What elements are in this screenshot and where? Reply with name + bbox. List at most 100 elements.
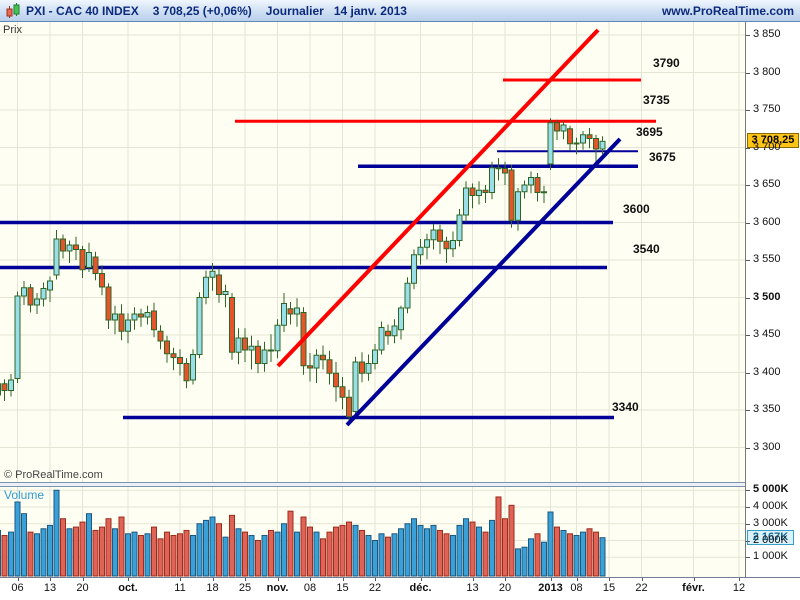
time-tickmark	[420, 578, 422, 581]
svg-text:3675: 3675	[649, 150, 676, 164]
time-tick-label: 2013	[538, 582, 563, 594]
price-pane: 3790 3735 3695 3675 3600 3540 3340 Prix © ProR…	[0, 22, 745, 482]
time-tick-label: 12	[732, 582, 746, 594]
last-volume-badge: 2 167K	[747, 529, 794, 545]
time-tickmark	[641, 578, 643, 581]
price-tickmark	[746, 185, 750, 186]
time-tick-label: 08	[303, 582, 317, 594]
volume-tickmark	[746, 557, 750, 559]
volume-tickmark	[746, 507, 750, 508]
price-tickmark	[746, 72, 750, 74]
time-tick-label: 22	[635, 582, 648, 594]
volume-tick-label: 4 000K	[753, 500, 788, 512]
website-link[interactable]: www.ProRealTime.com	[661, 3, 794, 18]
volume-tickmark	[746, 490, 750, 492]
svg-text:3790: 3790	[653, 56, 680, 70]
price-tickmark	[746, 410, 750, 411]
time-tick-label: déc.	[409, 582, 432, 594]
time-tick-label: 15	[602, 582, 616, 594]
time-tick-label: nov.	[266, 582, 289, 594]
time-tickmark	[472, 578, 474, 581]
price-pane-label: Prix	[3, 24, 22, 36]
svg-text:3340: 3340	[612, 400, 639, 414]
price-tick-label: 3 850	[753, 28, 781, 40]
volume-chart-canvas[interactable]	[0, 487, 745, 577]
time-tickmark	[310, 578, 311, 581]
price-tick-label: 3 800	[753, 65, 781, 78]
instrument-title: PXI - CAC 40 INDEX	[26, 3, 139, 18]
time-tick-label: 15	[336, 582, 349, 594]
volume-tickmark	[746, 523, 750, 525]
svg-text:3540: 3540	[633, 242, 660, 256]
last-quote: 3 708,25 (+0,06%)	[152, 3, 252, 18]
price-tickmark	[746, 110, 750, 111]
time-tickmark	[128, 578, 129, 581]
date-label: 14 janv. 2013	[333, 3, 407, 18]
svg-text:3600: 3600	[623, 202, 650, 216]
svg-text:3735: 3735	[643, 93, 670, 107]
time-tickmark	[550, 578, 552, 581]
time-tickmark	[82, 578, 84, 581]
price-axis[interactable]: 3 708,25 2 167K 3 300 3 350 3 400 3 450 3 50…	[745, 22, 800, 577]
svg-text:3695: 3695	[636, 125, 663, 139]
time-tickmark	[342, 578, 344, 581]
time-tickmark	[739, 578, 740, 581]
price-tickmark	[746, 222, 750, 224]
candlestick-icon	[6, 2, 20, 18]
time-tickmark	[245, 578, 246, 581]
copyright-label: © ProRealTime.com	[4, 469, 103, 481]
price-tickmark	[746, 335, 750, 336]
time-tick-label: 22	[368, 582, 382, 594]
price-tickmark	[746, 447, 750, 449]
time-tickmark	[609, 578, 610, 581]
time-tickmark	[576, 578, 578, 581]
time-tick-label: 25	[238, 582, 252, 594]
volume-tick-label: 5 000K	[753, 483, 789, 496]
volume-tickmark	[746, 540, 750, 542]
time-tickmark	[180, 578, 181, 581]
volume-tick-label: 1 000K	[753, 550, 788, 563]
time-tickmark	[212, 578, 214, 581]
price-tickmark	[746, 260, 750, 261]
volume-tick-label: 2 000K	[753, 533, 788, 546]
time-tick-label: févr.	[682, 582, 705, 594]
price-tickmark	[746, 147, 750, 149]
time-tickmark	[17, 578, 19, 581]
price-tick-label: 3 550	[753, 253, 781, 265]
volume-indicator-label: Volume	[4, 488, 45, 502]
volume-tick-label: 3 000K	[753, 516, 788, 529]
price-tick-label: 3 300	[753, 440, 781, 453]
price-tick-label: 3 700	[753, 140, 781, 153]
time-tickmark	[505, 578, 506, 581]
time-tick-label: 11	[174, 582, 186, 594]
last-price-badge: 3 708,25	[747, 133, 799, 149]
time-axis[interactable]: 06 13 20 oct. 11 18 25 nov. 08 15 22 déc. 13 20 2013 08…	[0, 577, 800, 600]
time-tickmark	[50, 578, 51, 581]
title-bar: PXI - CAC 40 INDEX 3 708,25 (+0,06%) Jou…	[0, 0, 800, 22]
price-tick-label: 3 600	[753, 215, 781, 228]
time-tick-label: 06	[11, 582, 24, 594]
price-tick-label: 3 650	[753, 178, 781, 190]
time-tickmark	[375, 578, 376, 581]
timeframe-label: Journalier	[265, 3, 324, 18]
price-tick-label: 3 450	[753, 328, 781, 340]
price-tick-label: 3 750	[753, 103, 781, 115]
time-tick-label: 20	[498, 582, 512, 594]
time-tick-label: 08	[570, 582, 583, 594]
price-chart-canvas[interactable]: 3790 3735 3695 3675 3600 3540 3340	[0, 22, 745, 482]
time-tick-label: 18	[206, 582, 219, 594]
price-tickmark	[746, 297, 750, 299]
time-tick-label: oct.	[118, 582, 138, 594]
price-tick-label: 3 350	[753, 403, 781, 415]
price-tick-label: 3 500	[753, 290, 781, 303]
time-tick-label: 13	[466, 582, 479, 594]
volume-pane: Volume	[0, 487, 745, 577]
price-tickmark	[746, 372, 750, 374]
time-tick-label: 13	[43, 582, 57, 594]
time-tickmark	[277, 578, 279, 581]
pane-separator[interactable]	[0, 482, 745, 487]
price-tick-label: 3 400	[753, 365, 781, 378]
time-tick-label: 20	[76, 582, 89, 594]
price-tickmark	[746, 35, 750, 36]
